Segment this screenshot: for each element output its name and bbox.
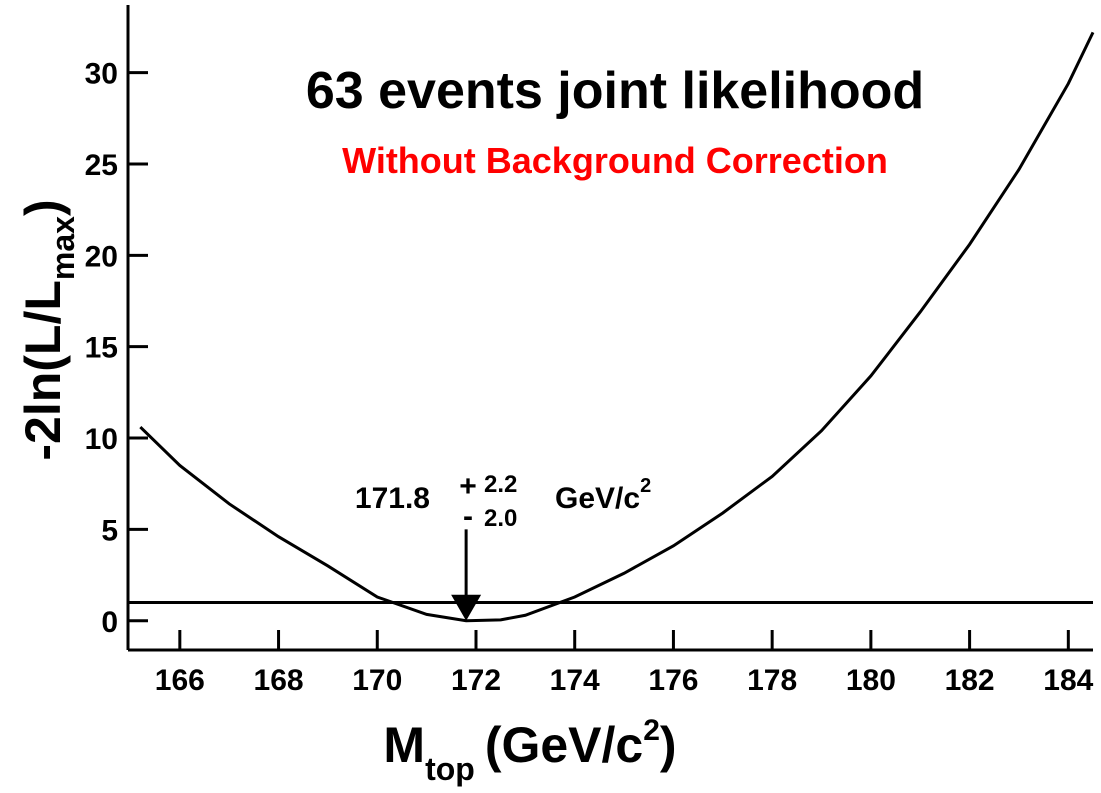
y-tick-label: 10 [85, 423, 118, 456]
x-tick-label: 184 [1043, 664, 1093, 697]
x-tick-label: 172 [451, 664, 501, 697]
annotation-plus: + [459, 470, 477, 503]
x-label-end: ) [660, 717, 677, 773]
annotation-unit-sup: 2 [640, 475, 651, 497]
x-axis-label: Mtop (GeV/c2) [383, 714, 676, 787]
y-tick-label: 30 [85, 58, 118, 91]
y-label-sub: max [45, 216, 81, 280]
y-tick-label: 25 [85, 149, 118, 182]
x-tick-label: 176 [648, 664, 698, 697]
y-tick-label: 0 [101, 606, 118, 639]
x-tick-label: 168 [254, 664, 304, 697]
x-tick-label: 170 [352, 664, 402, 697]
y-tick-label: 20 [85, 240, 118, 273]
annotation-up: 2.2 [484, 471, 517, 498]
likelihood-curve [139, 31, 1095, 623]
x-tick-label: 166 [155, 664, 205, 697]
chart-title: 63 events joint likelihood [306, 62, 924, 120]
x-tick-label: 178 [747, 664, 797, 697]
x-label-rest: (GeV/c [485, 717, 643, 773]
x-label-sub: top [425, 751, 475, 787]
annotation-minus: - [463, 500, 473, 533]
x-tick-label: 174 [550, 664, 600, 697]
annotation-unit: GeV/c2 [555, 475, 651, 515]
chart-subtitle: Without Background Correction [342, 140, 888, 181]
annotation-down: 2.0 [484, 505, 517, 532]
x-label-main: M [383, 717, 425, 773]
arrow-head [451, 594, 482, 621]
y-tick-label: 5 [101, 514, 118, 547]
x-tick-label: 182 [945, 664, 995, 697]
y-tick-label: 15 [85, 332, 118, 365]
y-axis-label: -2ln(L/Lmax) [15, 199, 81, 460]
y-label-main: -2ln(L/L [15, 280, 71, 461]
x-tick-label: 180 [846, 664, 896, 697]
x-label-sup: 2 [643, 714, 660, 747]
y-label-end: ) [15, 199, 71, 216]
annotation-value: 171.8 [355, 482, 430, 515]
annotation-unit-text: GeV/c [555, 482, 640, 515]
